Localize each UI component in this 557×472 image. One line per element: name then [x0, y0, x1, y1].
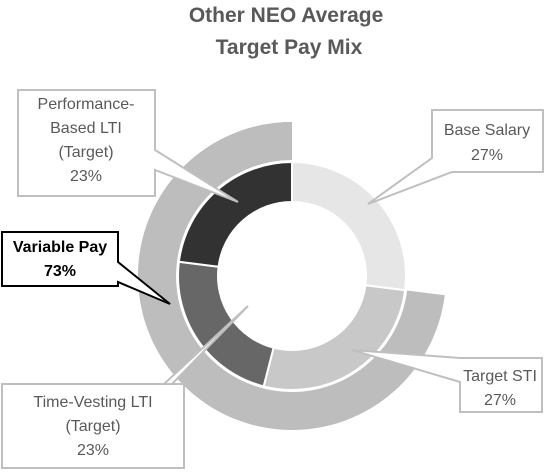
- callout-variable-pay-line-0: Variable Pay: [13, 239, 107, 256]
- callout-time-vesting-lti-box: [1, 305, 249, 469]
- slice-performance-lti: [177, 160, 293, 268]
- outer-ring: [138, 122, 445, 430]
- callout-performance-lti-line-0: Performance-: [38, 96, 135, 113]
- chart-title-line-2: Target Pay Mix: [216, 36, 363, 59]
- slice-base-salary: [291, 160, 407, 292]
- callout-variable-pay-box: [1, 231, 171, 305]
- chart-title: Other NEO Average Target Pay Mix: [189, 4, 389, 59]
- callout-base-salary-line-1: 27%: [471, 147, 503, 164]
- callout-performance-lti-line-2: (Target): [58, 144, 113, 161]
- callout-target-sti-line-0: Target STI: [463, 368, 537, 385]
- callout-variable-pay: Variable Pay 73%: [1, 231, 171, 305]
- callout-base-salary-line-0: Base Salary: [444, 122, 530, 139]
- callout-performance-lti-line-3: 23%: [70, 168, 102, 185]
- callout-target-sti-box: [351, 349, 543, 413]
- callout-target-sti-line-1: 27%: [484, 392, 516, 409]
- outer-variable-pay-segment-top: [138, 122, 292, 276]
- callout-time-vesting-lti-line-0: Time-Vesting LTI: [33, 394, 152, 411]
- callout-performance-lti-line-1: Based LTI: [50, 120, 122, 137]
- chart-title-line-1: Other NEO Average: [189, 4, 384, 27]
- callout-base-salary-box: [367, 109, 544, 205]
- callout-target-sti-label: Target STI 27%: [463, 368, 537, 409]
- inner-ring: [177, 160, 407, 391]
- callout-performance-lti: Performance- Based LTI (Target) 23%: [17, 89, 239, 203]
- callout-time-vesting-lti-label: Time-Vesting LTI (Target) 23%: [33, 394, 152, 459]
- callout-time-vesting-lti: Time-Vesting LTI (Target) 23%: [1, 305, 249, 469]
- callout-base-salary-label: Base Salary 27%: [444, 122, 530, 164]
- callout-variable-pay-line-1: 73%: [44, 263, 76, 280]
- callout-target-sti: Target STI 27%: [351, 349, 543, 413]
- callout-variable-pay-label: Variable Pay 73%: [13, 239, 107, 280]
- callout-performance-lti-box: [17, 89, 239, 203]
- callout-base-salary: Base Salary 27%: [367, 109, 544, 205]
- callouts: Base Salary 27% Target STI 27% Time-Vesting …: [1, 89, 544, 469]
- callout-time-vesting-lti-line-2: 23%: [77, 442, 109, 459]
- callout-time-vesting-lti-line-1: (Target): [65, 418, 120, 435]
- callout-performance-lti-label: Performance- Based LTI (Target) 23%: [38, 96, 135, 185]
